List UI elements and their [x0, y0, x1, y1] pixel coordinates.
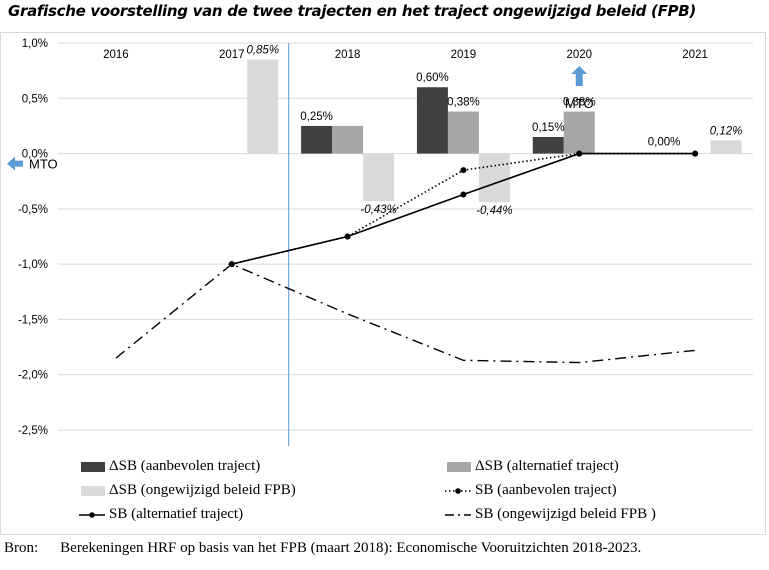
bar-aanbevolen [301, 125, 333, 154]
x-tick-label: 2017 [219, 49, 245, 61]
series-marker-1 [344, 233, 351, 240]
source-note: Bron: Berekeningen HRF op basis van het F… [4, 540, 641, 557]
legend-label-sb-ongewijzigd: SB (ongewijzigd beleid FPB ) [475, 506, 656, 522]
data-label: 0,12% [710, 125, 743, 137]
series-marker-1 [460, 191, 467, 198]
y-tick-label: 0,5% [22, 93, 48, 105]
bar-ongewijzigd [478, 153, 510, 203]
data-label: 0,00% [648, 137, 681, 149]
legend-sb-alternatief: SB (alternatief traject) [78, 506, 243, 523]
series-marker-1 [576, 150, 583, 157]
y-tick-label: -1,0% [18, 259, 48, 271]
legend-ongewijzigd: ΔSB (ongewijzigd beleid FPB) [80, 482, 296, 499]
chart-title: Grafische voorstelling van de twee traje… [8, 2, 696, 20]
mto-up-label: MTO [565, 96, 594, 111]
data-label: -0,44% [476, 205, 512, 217]
series-marker-1 [692, 150, 699, 157]
mto-left-arrow-icon [7, 156, 23, 171]
bar-alternatief [563, 111, 595, 154]
data-label: 0,38% [563, 97, 596, 109]
chart-frame: 1,0% 0,5% 0,0% -0,5% -1,0% -1,5% -2,0% -2,5% 201… [0, 32, 766, 535]
legend-marker-solid [89, 511, 95, 518]
data-label: 0,85% [246, 45, 279, 57]
data-label: 0,60% [416, 72, 449, 84]
bar-ongewijzigd [710, 140, 742, 154]
data-label: 0,25% [300, 111, 333, 123]
data-label: -0,43% [360, 204, 396, 216]
y-tick-label: -2,0% [18, 370, 48, 382]
mto-left-label: MTO [29, 157, 58, 172]
x-tick-label: 2016 [103, 49, 129, 61]
legend-label-sb-alternatief: SB (alternatief traject) [109, 506, 244, 522]
bar-alternatief [447, 111, 479, 154]
source-label: Bron: [4, 540, 39, 556]
legend-sb-aanbevolen: SB (aanbevolen traject) [444, 482, 617, 499]
chart-canvas: 1,0% 0,5% 0,0% -0,5% -1,0% -1,5% -2,0% -2,5% 201… [7, 38, 753, 446]
series-marker-0 [460, 167, 467, 174]
bar-aanbevolen [416, 87, 448, 154]
y-tick-label: 0,0% [22, 149, 48, 161]
x-tick-label: 2020 [566, 49, 592, 61]
legend-sb-ongewijzigd: SB (ongewijzigd beleid FPB ) [444, 506, 656, 523]
data-label: 0,15% [532, 122, 565, 134]
legend-swatch-aanbevolen [81, 461, 105, 472]
y-tick-label: -0,5% [18, 204, 48, 216]
x-tick-label: 2021 [682, 49, 708, 61]
legend-marker-dotted [455, 487, 461, 494]
y-tick-label: -2,5% [18, 425, 48, 437]
bar-alternatief [332, 125, 364, 154]
legend-alternatief: ΔSB (alternatief traject) [446, 458, 619, 475]
mto-up-arrow-icon [571, 66, 588, 86]
legend-swatch-ongewijzigd [81, 485, 105, 496]
legend-label-sb-aanbevolen: SB (aanbevolen traject) [475, 482, 617, 498]
legend-label-aanbevolen: ΔSB (aanbevolen traject) [109, 458, 261, 474]
legend-swatch-alternatief [447, 461, 471, 472]
x-tick-label: 2018 [335, 49, 361, 61]
bar-ongewijzigd [247, 59, 279, 154]
y-tick-label: -1,5% [18, 314, 48, 326]
series-line-2 [115, 263, 696, 364]
x-tick-label: 2019 [451, 49, 477, 61]
bar-aanbevolen [532, 136, 564, 154]
legend-aanbevolen: ΔSB (aanbevolen traject) [80, 458, 260, 475]
data-label: 0,38% [447, 97, 480, 109]
y-tick-label: 1,0% [22, 38, 48, 50]
bar-ongewijzigd [363, 153, 395, 202]
legend-label-ongewijzigd: ΔSB (ongewijzigd beleid FPB) [109, 482, 296, 498]
legend-label-alternatief: ΔSB (alternatief traject) [475, 458, 619, 474]
source-text: Berekeningen HRF op basis van het FPB (m… [60, 540, 642, 556]
